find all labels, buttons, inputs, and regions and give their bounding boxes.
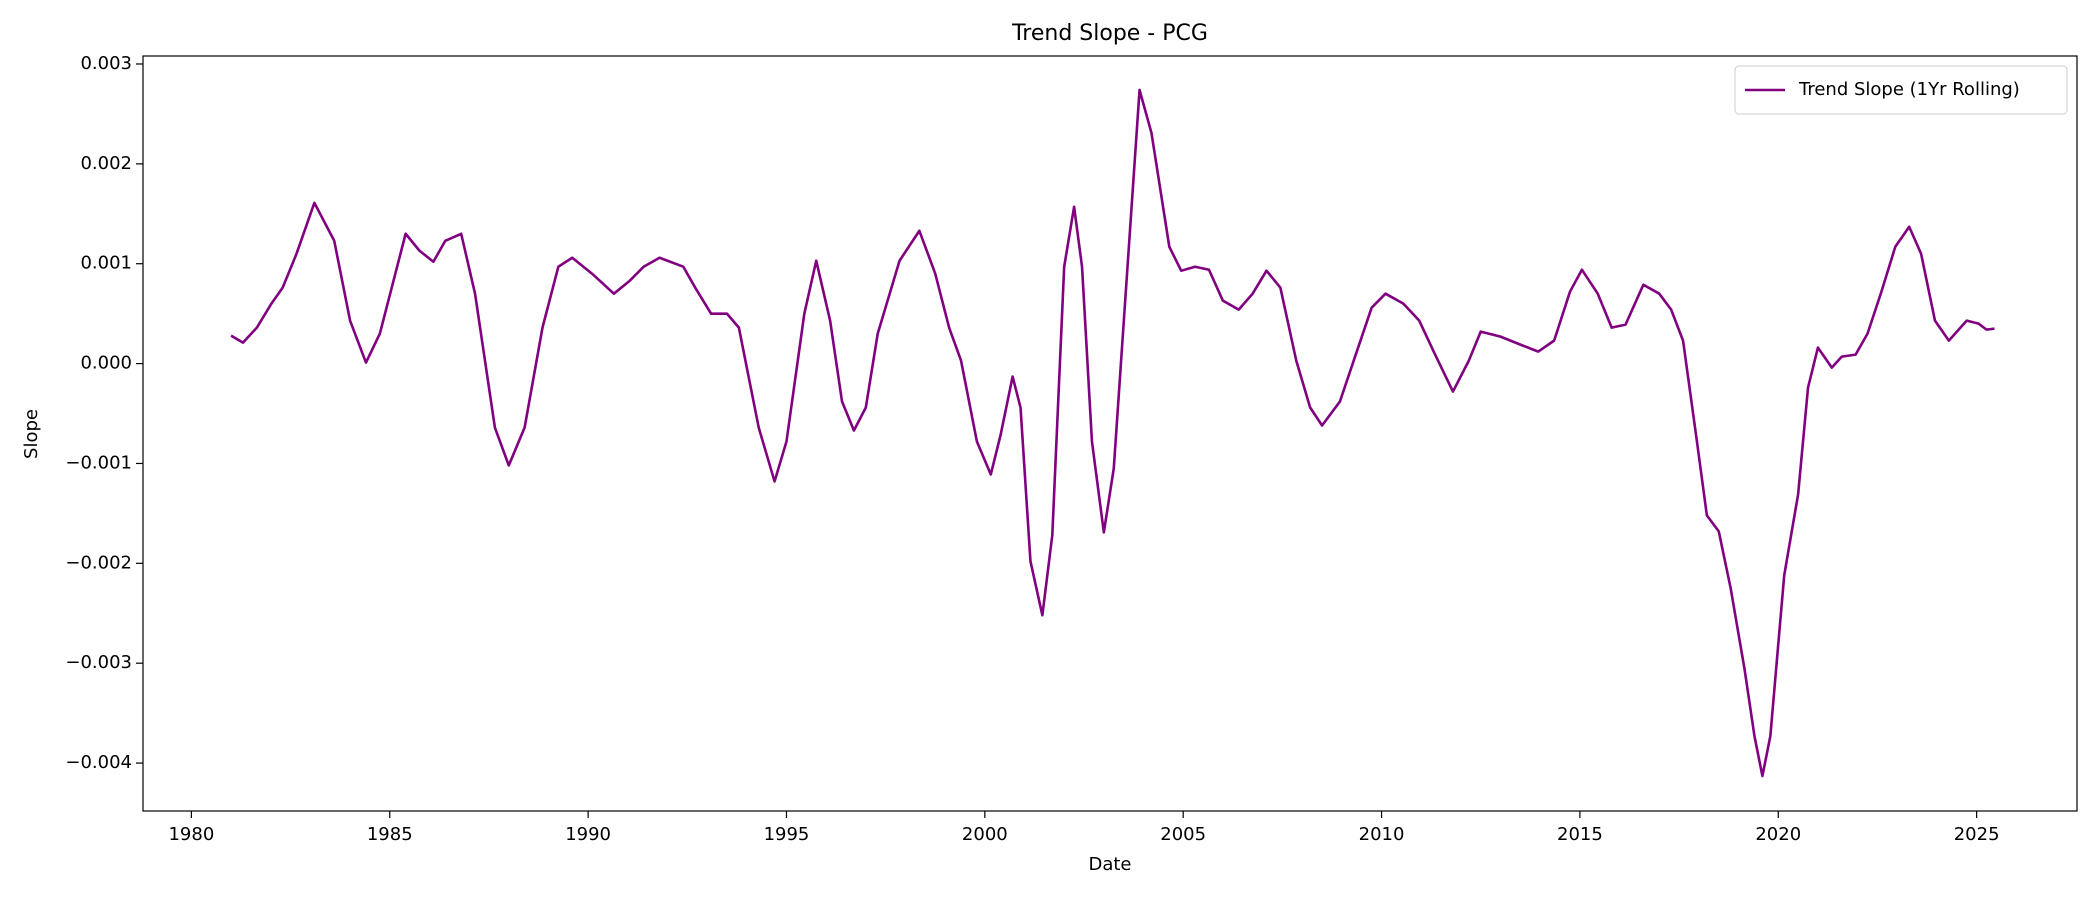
x-tick-label: 2000: [962, 824, 1008, 845]
x-tick-label: 2025: [1954, 824, 2000, 845]
y-tick-label: 0.003: [80, 53, 132, 74]
x-axis-label: Date: [1088, 854, 1131, 875]
y-tick-label: −0.002: [65, 552, 132, 573]
y-tick-label: −0.001: [65, 452, 132, 473]
legend-box: [1734, 65, 2068, 115]
x-tick-label: 1980: [168, 824, 214, 845]
y-tick-label: 0.001: [80, 253, 132, 274]
x-tick-label: 1985: [367, 824, 413, 845]
y-tick-label: −0.003: [65, 652, 132, 673]
y-axis-label: Slope: [21, 409, 42, 459]
x-tick-label: 1995: [764, 824, 810, 845]
x-tick-label: 1990: [565, 824, 611, 845]
y-tick-label: −0.004: [65, 752, 132, 773]
x-tick-label: 2010: [1359, 824, 1405, 845]
x-tick-label: 2020: [1755, 824, 1801, 845]
data-line: [230, 88, 1995, 778]
plot-frame: [142, 55, 2078, 812]
y-tick-label: 0.000: [80, 353, 132, 374]
x-tick-label: 2005: [1160, 824, 1206, 845]
chart-title: Trend Slope - PCG: [1011, 21, 1208, 46]
y-tick-label: 0.002: [80, 153, 132, 174]
legend-label: Trend Slope (1Yr Rolling): [1798, 79, 2020, 100]
x-tick-label: 2015: [1557, 824, 1603, 845]
